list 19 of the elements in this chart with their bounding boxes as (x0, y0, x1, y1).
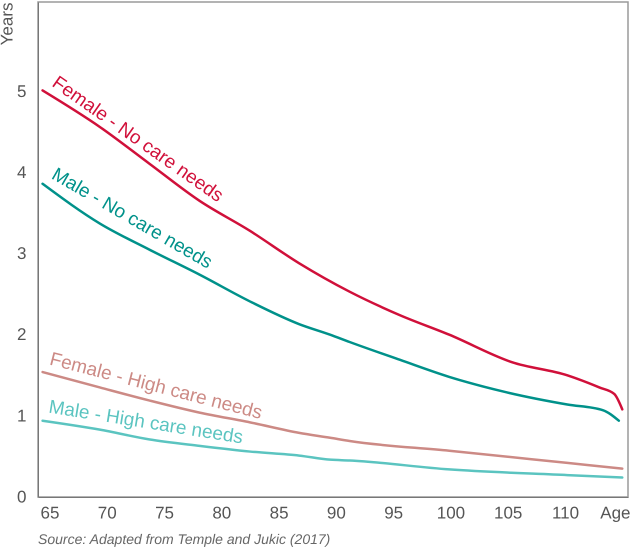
x-axis-title: Age (600, 504, 630, 522)
y-tick-label: 1 (17, 406, 26, 426)
x-tick-label: 80 (212, 504, 232, 522)
x-tick-label: 110 (552, 504, 580, 522)
x-tick-label: 85 (270, 504, 289, 522)
y-tick-label: 4 (17, 162, 26, 182)
y-tick-label: 2 (17, 325, 26, 344)
x-tick-label: 70 (98, 504, 117, 522)
y-tick-label: 3 (17, 244, 26, 264)
source-note: Source: Adapted from Temple and Jukic (2017) (38, 531, 330, 547)
x-tick-label: 95 (384, 504, 404, 522)
y-tick-label: 5 (17, 82, 26, 101)
x-tick-label: 75 (155, 504, 174, 522)
y-axis-title: Years (0, 2, 16, 46)
x-tick-label: 65 (40, 504, 60, 522)
y-tick-label: 0 (17, 488, 26, 506)
x-tick-label: 90 (326, 504, 346, 522)
x-tick-label: 100 (436, 504, 466, 522)
x-tick-label: 105 (494, 504, 522, 522)
